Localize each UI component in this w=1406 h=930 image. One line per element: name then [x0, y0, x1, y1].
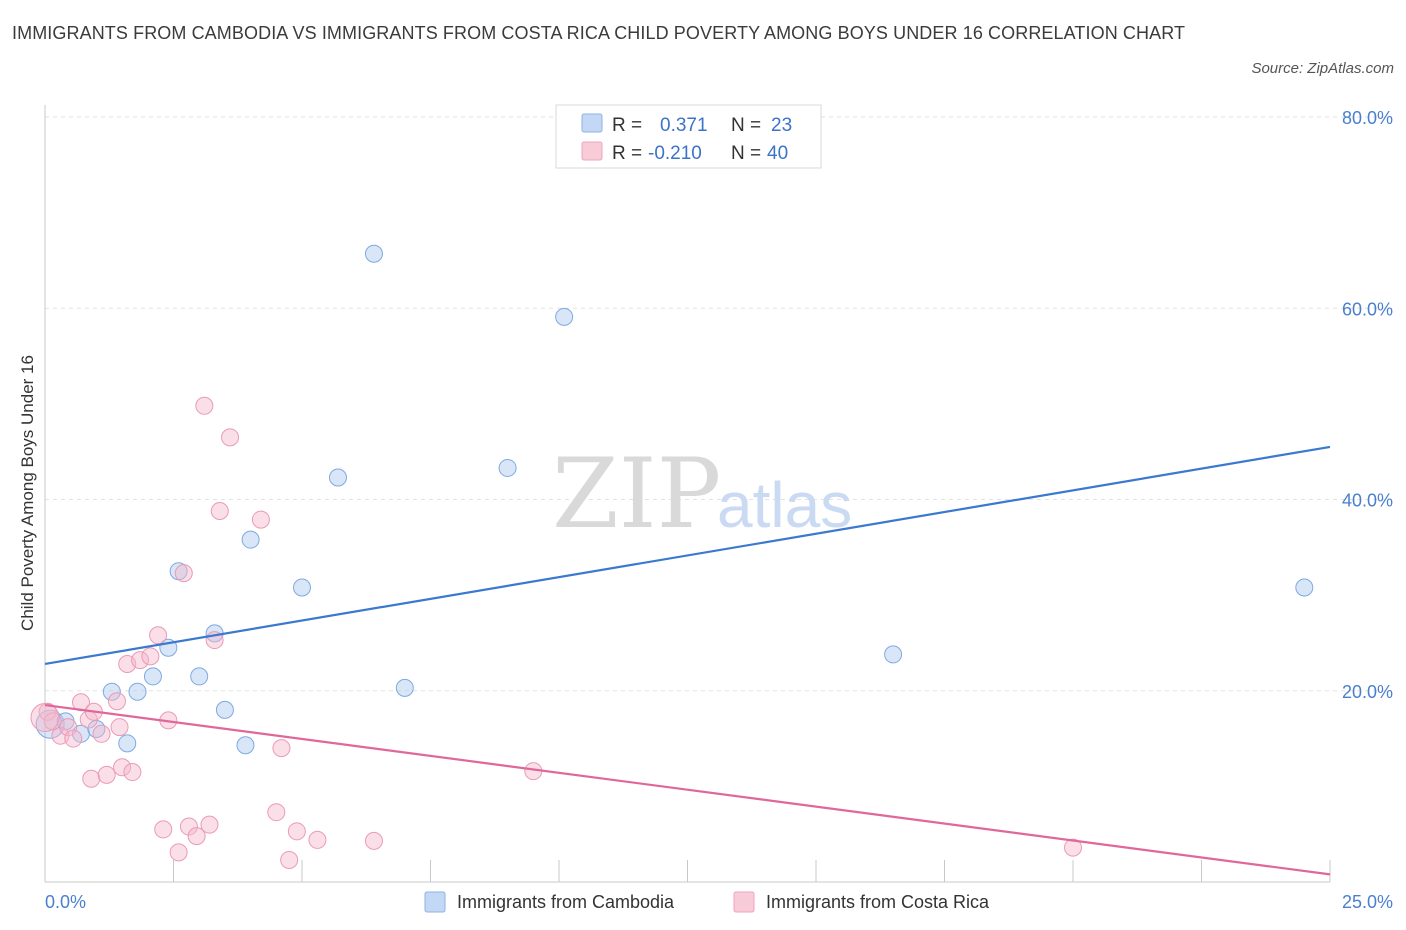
- cambodia-point: [1295, 578, 1314, 597]
- cambodia-point: [118, 734, 137, 753]
- costa-rica-point: [141, 647, 160, 666]
- cambodia-point: [241, 530, 260, 549]
- watermark: ZIP atlas: [552, 438, 852, 550]
- cambodia-point: [498, 458, 517, 477]
- cambodia-point: [884, 645, 903, 664]
- costa-rica-point: [251, 510, 270, 529]
- x-tick-label: 0.0%: [45, 892, 86, 912]
- costa-rica-point: [59, 718, 78, 737]
- costa-rica-point: [187, 827, 206, 846]
- source-label: Source: ZipAtlas.com: [1251, 60, 1394, 77]
- x-tick-label: 25.0%: [1342, 892, 1393, 912]
- legend-r-label-costa-rica: R =: [612, 143, 642, 164]
- cambodia-point: [128, 682, 147, 701]
- y-tick-label: 60.0%: [1342, 299, 1393, 319]
- costa-rica-point: [154, 820, 173, 839]
- legend-r-value-costa-rica: -0.210: [648, 143, 702, 164]
- costa-rica-point: [179, 817, 198, 836]
- legend-n-label-cambodia: N =: [731, 115, 761, 136]
- cambodia-point: [190, 667, 209, 686]
- y-tick-label: 40.0%: [1342, 491, 1393, 511]
- data-points: [30, 244, 1314, 870]
- costa-rica-point: [1064, 838, 1082, 857]
- costa-rica-point: [64, 729, 83, 748]
- cambodia-point: [236, 736, 255, 755]
- cambodia-point: [328, 468, 347, 487]
- costa-rica-point: [110, 718, 129, 737]
- costa-rica-point: [280, 851, 299, 870]
- legend-r-label-cambodia: R =: [612, 115, 642, 136]
- bottom-legend-label-cambodia: Immigrants from Cambodia: [457, 892, 675, 912]
- cambodia-point: [87, 720, 106, 738]
- costa-rica-point: [97, 765, 116, 784]
- costa-rica-point: [82, 769, 101, 788]
- costa-rica-point: [221, 428, 240, 447]
- cambodia-point: [215, 700, 234, 719]
- costa-rica-point: [200, 815, 219, 834]
- costa-rica-point: [123, 763, 142, 782]
- costa-rica-point: [174, 564, 193, 583]
- costa-rica-point: [113, 758, 132, 777]
- gridlines: [45, 116, 1392, 692]
- costa-rica-point: [272, 739, 291, 758]
- cambodia-point: [395, 678, 414, 697]
- watermark-zip: ZIP: [552, 438, 721, 550]
- legend-n-value-cambodia: 23: [771, 115, 792, 136]
- bottom-legend-label-costa-rica: Immigrants from Costa Rica: [766, 892, 990, 912]
- legend-swatch-costa-rica: [581, 141, 603, 161]
- bottom-legend: Immigrants from Cambodia Immigrants from…: [424, 891, 990, 913]
- cambodia-point: [364, 244, 383, 263]
- y-tick-label: 80.0%: [1342, 108, 1393, 128]
- costa-rica-trend-line: [44, 704, 1331, 876]
- cambodia-point: [143, 667, 162, 686]
- y-tick-label: 20.0%: [1342, 682, 1393, 702]
- legend: R = 0.371 N = 23 R = -0.210 N = 40: [555, 104, 822, 169]
- bottom-legend-swatch-costa-rica: [733, 891, 755, 913]
- costa-rica-point: [267, 803, 286, 822]
- cambodia-point: [555, 307, 574, 326]
- legend-n-value-costa-rica: 40: [767, 143, 788, 164]
- costa-rica-point: [107, 692, 126, 711]
- legend-n-label-costa-rica: N =: [731, 143, 761, 164]
- tick-labels: 20.0% 40.0% 60.0% 80.0% 0.0% 25.0%: [45, 108, 1393, 912]
- costa-rica-point: [364, 831, 383, 850]
- costa-rica-point: [195, 396, 214, 415]
- legend-r-value-cambodia: 0.371: [660, 115, 708, 136]
- trend-lines: [44, 445, 1331, 876]
- costa-rica-point: [131, 651, 150, 670]
- cambodia-trend-line: [44, 445, 1331, 666]
- costa-rica-point: [210, 501, 229, 520]
- axes: [44, 105, 1331, 883]
- cambodia-point: [102, 682, 121, 701]
- costa-rica-point: [92, 724, 111, 743]
- costa-rica-point: [308, 830, 327, 849]
- costa-rica-point: [169, 843, 188, 862]
- legend-swatch-cambodia: [581, 113, 603, 133]
- watermark-atlas: atlas: [717, 469, 852, 541]
- bottom-legend-swatch-cambodia: [424, 891, 446, 913]
- costa-rica-point: [149, 626, 168, 645]
- costa-rica-point: [30, 703, 60, 733]
- costa-rica-point: [287, 822, 306, 841]
- chart-title: IMMIGRANTS FROM CAMBODIA VS IMMIGRANTS F…: [12, 23, 1186, 43]
- cambodia-point: [293, 578, 311, 597]
